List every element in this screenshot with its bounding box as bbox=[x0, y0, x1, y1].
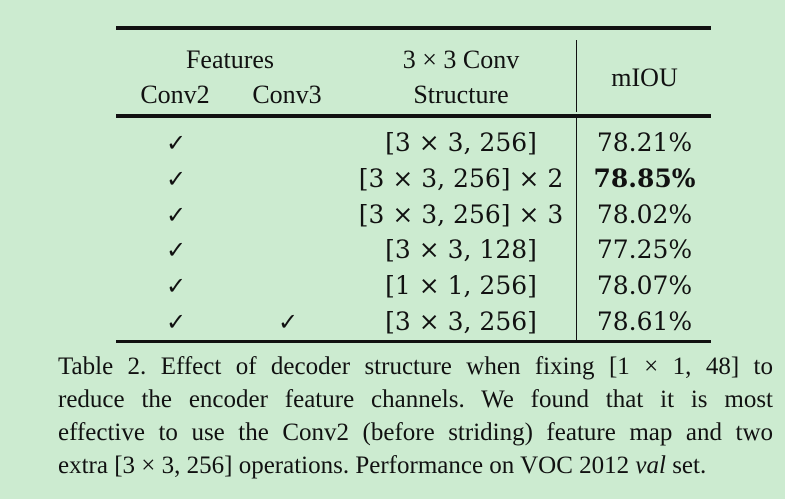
caption-line: extra [3 × 3, 256] operations. Performan… bbox=[58, 449, 773, 482]
structure-cell: [1 × 1, 256] bbox=[385, 271, 537, 300]
conv-structure-header-title: 3 × 3 Conv bbox=[402, 45, 520, 74]
conv2-check-icon: ✓ bbox=[165, 236, 187, 264]
features-header: Features bbox=[185, 45, 275, 74]
miou-cell: 77.25% bbox=[596, 235, 693, 264]
table-column-divider-body bbox=[576, 118, 577, 340]
table-row: ✓ [1 × 1, 256] 78.07% bbox=[116, 269, 711, 305]
caption-line: Table 2. Effect of decoder structure whe… bbox=[58, 353, 773, 380]
conv2-check-icon: ✓ bbox=[165, 165, 187, 193]
conv3-check-icon: ✓ bbox=[277, 308, 299, 336]
structure-cell: [3 × 3, 256] × 3 bbox=[358, 200, 564, 229]
table-row: ✓ [3 × 3, 256] × 2 78.85% bbox=[116, 162, 711, 198]
conv2-header: Conv2 bbox=[140, 80, 210, 109]
table-column-divider-header bbox=[576, 40, 577, 112]
caption-text: extra [3 × 3, 256] operations. Performan… bbox=[58, 452, 636, 479]
structure-cell: [3 × 3, 256] × 2 bbox=[358, 164, 564, 193]
conv2-check-icon: ✓ bbox=[165, 201, 187, 229]
conv2-check-icon: ✓ bbox=[165, 308, 187, 336]
conv2-check-icon: ✓ bbox=[165, 129, 187, 157]
caption-italic-text: val bbox=[635, 452, 666, 479]
table-row: ✓ [3 × 3, 128] 77.25% bbox=[116, 233, 711, 269]
table-top-rule bbox=[116, 26, 711, 30]
table-row: ✓ [3 × 3, 256] 78.21% bbox=[116, 126, 711, 162]
miou-cell: 78.21% bbox=[596, 128, 693, 157]
table-caption: Table 2. Effect of decoder structure whe… bbox=[58, 350, 773, 482]
structure-cell: [3 × 3, 256] bbox=[385, 307, 537, 336]
structure-cell: [3 × 3, 128] bbox=[385, 235, 537, 264]
miou-header: mIOU bbox=[611, 63, 678, 92]
miou-cell-best: 78.85% bbox=[593, 164, 696, 193]
conv3-header: Conv3 bbox=[252, 80, 322, 109]
caption-text: set. bbox=[665, 452, 707, 479]
table-row: ✓ [3 × 3, 256] × 3 78.02% bbox=[116, 198, 711, 234]
conv-structure-header-subtitle: Structure bbox=[413, 80, 509, 109]
miou-cell: 78.61% bbox=[596, 307, 693, 336]
caption-line: effective to use the Conv2 (before strid… bbox=[58, 419, 773, 446]
table-header-rule bbox=[116, 114, 711, 118]
miou-cell: 78.07% bbox=[596, 271, 693, 300]
miou-cell: 78.02% bbox=[596, 200, 693, 229]
structure-cell: [3 × 3, 256] bbox=[385, 128, 537, 157]
caption-line: reduce the encoder feature channels. We … bbox=[58, 386, 773, 413]
table-bottom-rule bbox=[116, 340, 711, 343]
table-row: ✓ ✓ [3 × 3, 256] 78.61% bbox=[116, 305, 711, 341]
conv2-check-icon: ✓ bbox=[165, 272, 187, 300]
